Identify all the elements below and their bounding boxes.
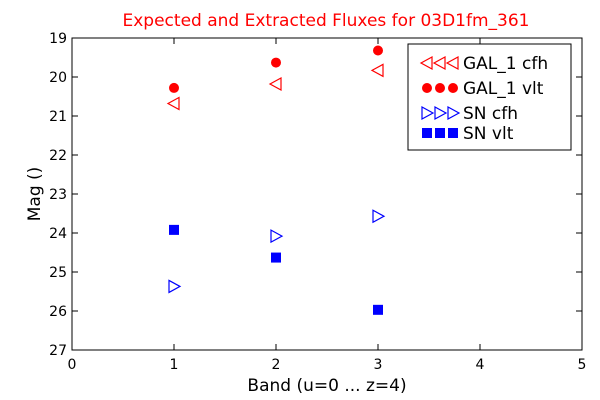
y-tick-label: 26	[49, 304, 67, 320]
y-tick-label: 19	[49, 31, 67, 47]
legend-label: GAL_1 cfh	[463, 54, 548, 74]
data-point	[166, 96, 180, 111]
data-point	[168, 279, 182, 294]
data-point	[270, 229, 284, 244]
y-tick-label: 25	[49, 265, 67, 281]
y-tick-label: 27	[49, 343, 67, 359]
data-point	[373, 304, 383, 315]
legend-label: GAL_1 vlt	[463, 79, 544, 99]
chart-title: Expected and Extracted Fluxes for 03D1fm…	[123, 11, 530, 31]
legend-label: SN vlt	[463, 124, 514, 144]
legend-label: SN cfh	[463, 104, 518, 124]
y-tick-label: 23	[49, 187, 67, 203]
x-axis-label: Band (u=0 ... z=4)	[247, 376, 406, 396]
data-point	[169, 224, 179, 235]
legend-marker	[419, 55, 433, 71]
legend-marker	[435, 83, 445, 93]
x-tick-label: 1	[170, 357, 179, 373]
data-point	[169, 82, 179, 93]
y-tick-label: 21	[49, 109, 67, 125]
legend-marker	[445, 55, 459, 71]
legend-marker	[422, 128, 432, 138]
y-axis-label: Mag ()	[25, 167, 45, 222]
legend-marker	[435, 128, 445, 138]
data-point	[373, 45, 383, 56]
y-tick-label: 20	[49, 70, 67, 86]
y-tick-label: 24	[49, 226, 67, 242]
x-tick-label: 4	[476, 357, 485, 373]
axis-ticks	[71, 37, 583, 351]
legend-marker	[448, 128, 458, 138]
data-point	[370, 63, 384, 78]
legend-marker	[432, 55, 446, 71]
x-tick-label: 5	[578, 357, 587, 373]
legend-marker	[421, 105, 435, 121]
x-tick-label: 2	[272, 357, 281, 373]
data-point	[271, 57, 281, 68]
data-points	[166, 45, 386, 315]
legend-marker	[422, 83, 432, 93]
legend-marker	[434, 105, 448, 121]
y-tick-label: 22	[49, 148, 67, 164]
x-tick-label: 3	[374, 357, 383, 373]
data-point	[271, 252, 281, 263]
legend-marker	[448, 83, 458, 93]
x-tick-label: 0	[68, 357, 77, 373]
legend-marker	[447, 105, 461, 121]
data-point	[372, 209, 386, 224]
data-point	[268, 77, 282, 92]
